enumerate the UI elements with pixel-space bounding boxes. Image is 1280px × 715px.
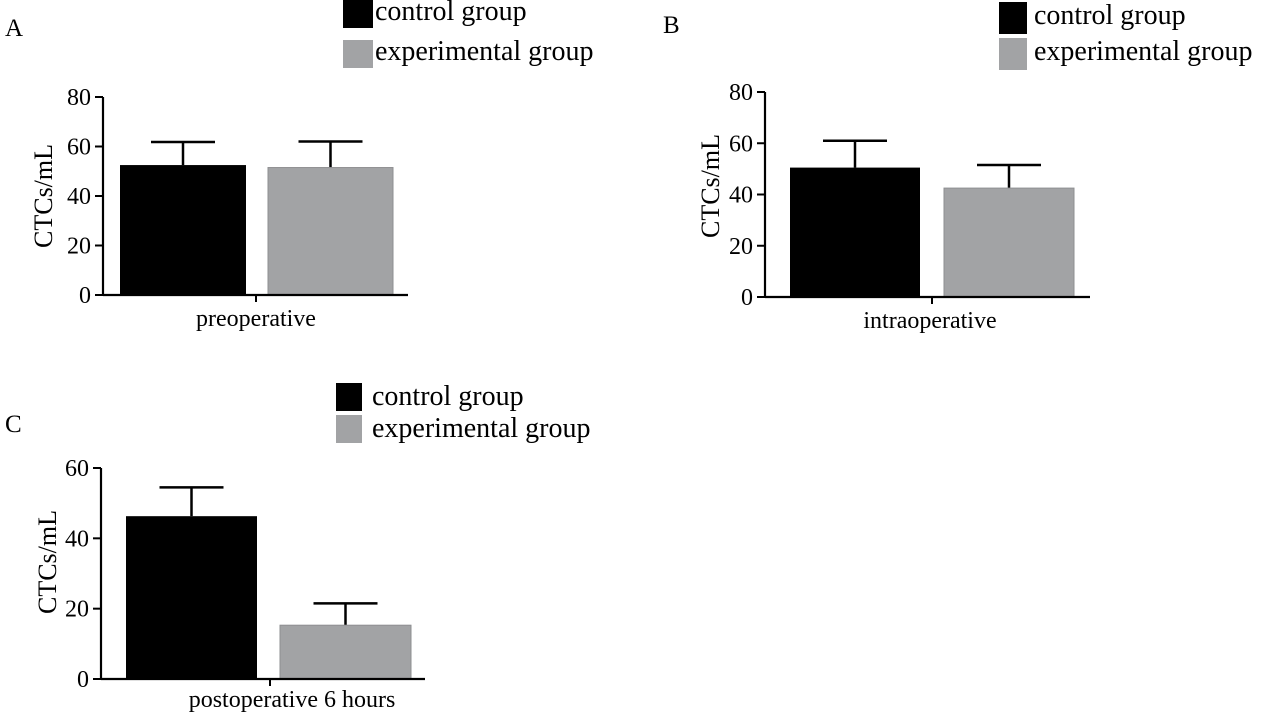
y-tick-label: 60 (67, 135, 91, 161)
legend-label-experimental: experimental group (375, 36, 593, 67)
legend-label-control: control group (372, 381, 524, 412)
y-axis-label: CTCs/mL (29, 144, 58, 248)
y-axis-label: CTCs/mL (33, 510, 62, 614)
legend-swatch-control (999, 2, 1027, 34)
y-tick-label: 40 (65, 526, 89, 552)
legend-label-control: control group (1034, 0, 1186, 31)
bar-experimental (279, 624, 412, 680)
y-tick-label: 80 (67, 85, 91, 111)
legend-swatch-control (343, 0, 373, 28)
y-tick-label: 40 (67, 184, 91, 210)
y-tick-label: 60 (65, 456, 89, 482)
legend-swatch-control (336, 383, 362, 411)
y-tick-label: 20 (729, 234, 753, 260)
bar-control (790, 167, 920, 297)
legend-swatch-experimental (999, 38, 1027, 70)
y-tick-label: 0 (741, 285, 753, 311)
x-axis-label: postoperative 6 hours (189, 687, 396, 713)
y-tick-label: 20 (67, 234, 91, 260)
legend-label-experimental: experimental group (372, 413, 590, 444)
panel-letter: B (663, 12, 680, 39)
y-tick-label: 20 (65, 597, 89, 623)
y-tick-label: 0 (77, 667, 89, 693)
x-axis-label: intraoperative (863, 308, 996, 334)
legend-swatch-experimental (336, 415, 362, 443)
y-tick-label: 60 (729, 131, 753, 157)
bar-experimental (267, 167, 394, 296)
panel-letter: A (5, 15, 23, 42)
bar-experimental (943, 187, 1075, 298)
x-axis-label: preoperative (196, 306, 316, 332)
legend-swatch-experimental (343, 40, 373, 68)
legend-label-control: control group (375, 0, 527, 27)
y-axis-label: CTCs/mL (696, 134, 725, 238)
panel-letter: C (5, 411, 22, 438)
y-tick-label: 0 (79, 283, 91, 309)
y-tick-label: 80 (729, 80, 753, 106)
bar-control (120, 165, 246, 295)
legend-label-experimental: experimental group (1034, 36, 1252, 67)
y-tick-label: 40 (729, 183, 753, 209)
bar-control (126, 516, 257, 679)
